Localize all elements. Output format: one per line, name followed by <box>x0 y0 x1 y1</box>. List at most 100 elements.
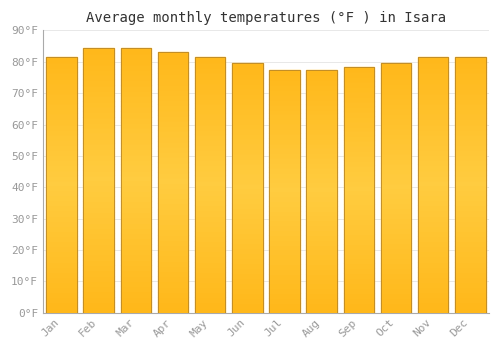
Bar <box>381 203 411 208</box>
Bar <box>195 93 226 98</box>
Bar <box>455 297 486 302</box>
Bar <box>195 261 226 267</box>
Bar <box>381 233 411 238</box>
Bar <box>46 302 77 308</box>
Bar <box>381 173 411 178</box>
Bar <box>158 89 188 94</box>
Bar <box>84 254 114 260</box>
Bar <box>270 225 300 230</box>
Bar <box>195 113 226 118</box>
Bar <box>344 86 374 91</box>
Bar <box>120 180 151 186</box>
Bar <box>46 78 77 83</box>
Bar <box>418 98 448 103</box>
Bar <box>195 103 226 108</box>
Bar <box>158 182 188 188</box>
Bar <box>270 138 300 142</box>
Bar <box>195 220 226 226</box>
Bar <box>195 180 226 185</box>
Bar <box>46 292 77 297</box>
Bar <box>344 101 374 106</box>
Bar <box>344 66 374 71</box>
Bar <box>158 281 188 287</box>
Bar <box>381 183 411 188</box>
Bar <box>232 303 262 308</box>
Bar <box>455 282 486 287</box>
Bar <box>270 186 300 191</box>
Bar <box>46 251 77 257</box>
Bar <box>344 273 374 278</box>
Bar <box>46 134 77 139</box>
Bar <box>381 293 411 298</box>
Bar <box>306 70 337 75</box>
Bar <box>120 275 151 281</box>
Bar <box>232 253 262 258</box>
Bar <box>158 214 188 219</box>
Bar <box>455 67 486 72</box>
Bar <box>455 118 486 124</box>
Bar <box>344 140 374 145</box>
Bar <box>195 164 226 169</box>
Bar <box>120 122 151 127</box>
Bar <box>158 229 188 234</box>
Bar <box>270 167 300 172</box>
Bar <box>344 264 374 268</box>
Bar <box>270 230 300 235</box>
Bar <box>120 138 151 143</box>
Bar <box>158 302 188 307</box>
Bar <box>270 220 300 225</box>
Bar <box>344 224 374 229</box>
Bar <box>270 70 300 75</box>
Bar <box>455 180 486 185</box>
Bar <box>195 210 226 216</box>
Bar <box>232 298 262 303</box>
Bar <box>158 167 188 172</box>
Bar <box>270 84 300 89</box>
Bar <box>46 139 77 144</box>
Bar <box>344 116 374 121</box>
Bar <box>120 53 151 58</box>
Bar <box>306 113 337 118</box>
Bar <box>344 190 374 195</box>
Bar <box>195 169 226 175</box>
Bar <box>232 278 262 283</box>
Bar <box>120 117 151 122</box>
Bar <box>46 57 77 313</box>
Bar <box>455 134 486 139</box>
Bar <box>306 142 337 147</box>
Bar <box>84 292 114 297</box>
Bar <box>158 156 188 162</box>
Bar <box>84 154 114 159</box>
Bar <box>46 67 77 72</box>
Bar <box>195 134 226 139</box>
Bar <box>270 176 300 181</box>
Bar <box>344 71 374 76</box>
Bar <box>381 118 411 123</box>
Bar <box>84 85 114 90</box>
Bar <box>381 258 411 263</box>
Bar <box>306 274 337 279</box>
Bar <box>232 188 262 193</box>
Bar <box>344 131 374 135</box>
Bar <box>270 279 300 284</box>
Bar <box>344 253 374 259</box>
Bar <box>344 121 374 126</box>
Bar <box>270 99 300 104</box>
Bar <box>381 273 411 278</box>
Bar <box>270 274 300 279</box>
Bar <box>232 178 262 183</box>
Bar <box>84 132 114 138</box>
Bar <box>232 78 262 83</box>
Bar <box>270 191 300 196</box>
Bar <box>46 231 77 236</box>
Bar <box>195 241 226 246</box>
Bar <box>344 66 374 313</box>
Bar <box>306 133 337 138</box>
Bar <box>455 200 486 205</box>
Bar <box>158 125 188 131</box>
Bar <box>455 205 486 210</box>
Bar <box>232 208 262 213</box>
Bar <box>455 195 486 200</box>
Bar <box>418 164 448 169</box>
Bar <box>158 104 188 110</box>
